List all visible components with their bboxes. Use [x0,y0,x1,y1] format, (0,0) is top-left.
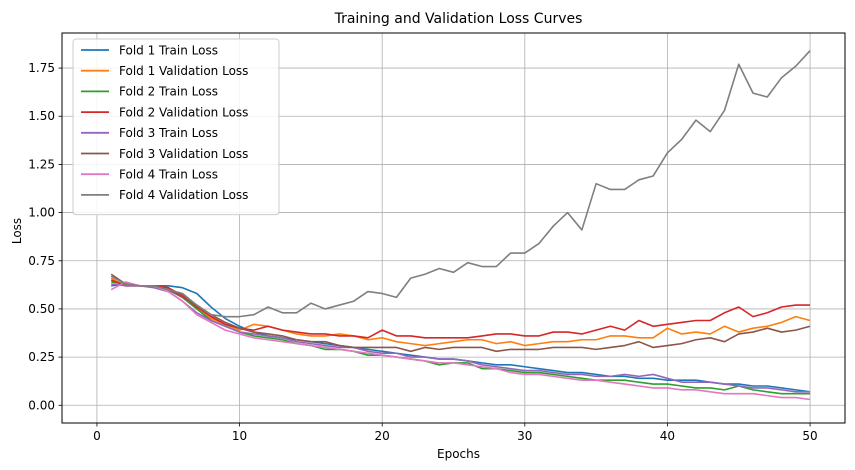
legend-entry: Fold 2 Train Loss [119,85,218,99]
legend-entry: Fold 1 Train Loss [119,43,218,57]
legend: Fold 1 Train Loss Fold 1 Validation Loss F… [72,38,280,216]
x-tick-label: 0 [93,429,101,443]
x-tick-label: 30 [517,429,532,443]
chart-title: Training and Validation Loss Curves [334,11,583,27]
legend-entry: Fold 1 Validation Loss [119,64,248,78]
y-tick-label: 0.00 [28,398,55,412]
series-line-4 [110,279,811,339]
legend-entry: Fold 4 Train Loss [119,168,218,182]
y-tick-label: 0.50 [28,302,55,316]
y-tick-label: 0.25 [28,350,55,364]
legend-entry: Fold 4 Validation Loss [119,188,248,202]
x-tick-label: 50 [802,429,817,443]
series-line-7 [110,281,811,401]
plot-frame [61,32,846,424]
y-axis-label: Loss [10,218,24,244]
series-line-8 [110,50,811,318]
series-line-5 [111,283,811,393]
x-tick-label: 20 [375,429,390,443]
x-axis-ticks: 0 10 20 30 40 50 [93,423,818,443]
y-tick-label: 1.50 [28,109,55,123]
y-tick-label: 1.00 [28,206,55,220]
series-line-6 [110,273,811,353]
legend-entry: Fold 2 Validation Loss [119,105,248,119]
legend-entry: Fold 3 Train Loss [119,126,218,140]
x-axis-label: Epochs [437,447,480,461]
y-axis-ticks: 0.00 0.25 0.50 0.75 1.00 1.25 1.50 1.75 [28,61,62,412]
x-tick-label: 10 [232,429,247,443]
y-tick-label: 0.75 [28,254,55,268]
y-tick-label: 1.25 [28,157,55,171]
x-tick-label: 40 [660,429,675,443]
series-lines [110,50,811,401]
y-tick-label: 1.75 [28,61,55,75]
legend-entry: Fold 3 Validation Loss [119,147,248,161]
legend-box [72,38,280,216]
